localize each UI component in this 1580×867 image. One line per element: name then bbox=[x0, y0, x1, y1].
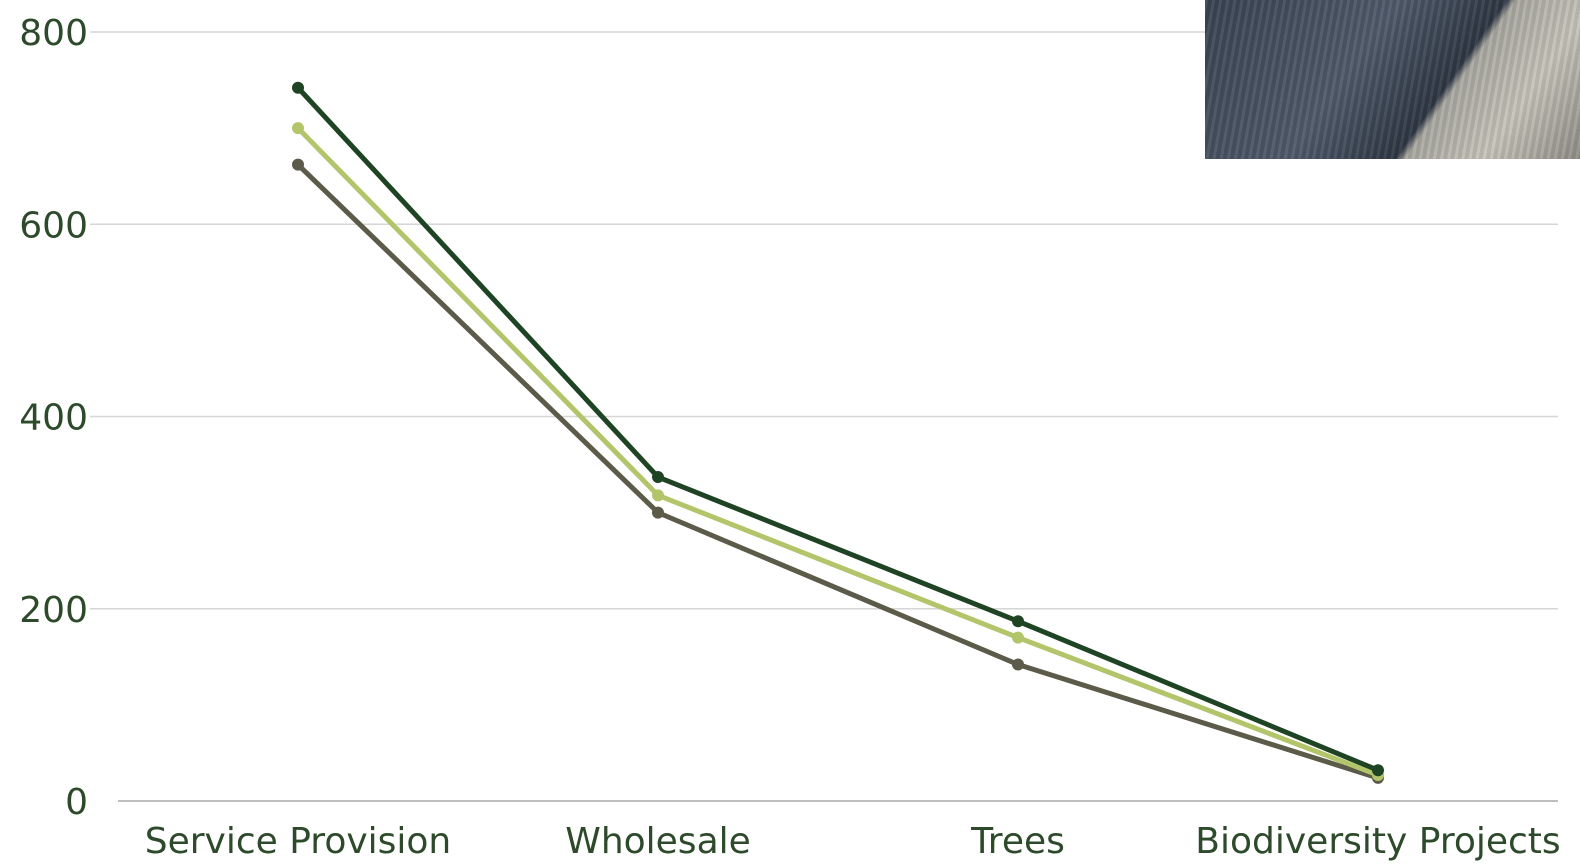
y-tick-label: 0 bbox=[65, 782, 88, 823]
series-2 bbox=[292, 158, 1384, 784]
data-point bbox=[292, 158, 304, 171]
gridlines bbox=[90, 31, 1558, 802]
data-point bbox=[1012, 615, 1024, 628]
data-point bbox=[652, 489, 664, 502]
y-axis-ticks: 0 200 400 600 800 bbox=[19, 13, 88, 823]
series-lines bbox=[292, 81, 1384, 784]
y-tick-label: 200 bbox=[19, 590, 88, 631]
corner-photo bbox=[1205, 0, 1580, 159]
series-0 bbox=[292, 81, 1384, 777]
x-tick-label: Service Provision bbox=[145, 821, 452, 862]
y-tick-label: 800 bbox=[19, 13, 88, 54]
data-point bbox=[652, 471, 664, 484]
y-tick-label: 600 bbox=[19, 205, 88, 246]
x-tick-label: Wholesale bbox=[565, 821, 751, 862]
x-axis-ticks: Service Provision Wholesale Trees Biodivers… bbox=[145, 821, 1561, 862]
data-point bbox=[652, 506, 664, 519]
data-point bbox=[292, 81, 304, 94]
y-tick-label: 400 bbox=[19, 398, 88, 439]
data-point bbox=[1012, 658, 1024, 671]
series-1 bbox=[292, 122, 1384, 782]
data-point bbox=[1012, 631, 1024, 644]
data-point bbox=[1372, 764, 1384, 777]
series-line bbox=[296, 86, 1379, 773]
x-tick-label: Trees bbox=[970, 821, 1065, 862]
x-tick-label: Biodiversity Projects bbox=[1195, 821, 1560, 862]
series-line bbox=[296, 162, 1379, 781]
series-line bbox=[296, 126, 1379, 778]
data-point bbox=[292, 122, 304, 135]
